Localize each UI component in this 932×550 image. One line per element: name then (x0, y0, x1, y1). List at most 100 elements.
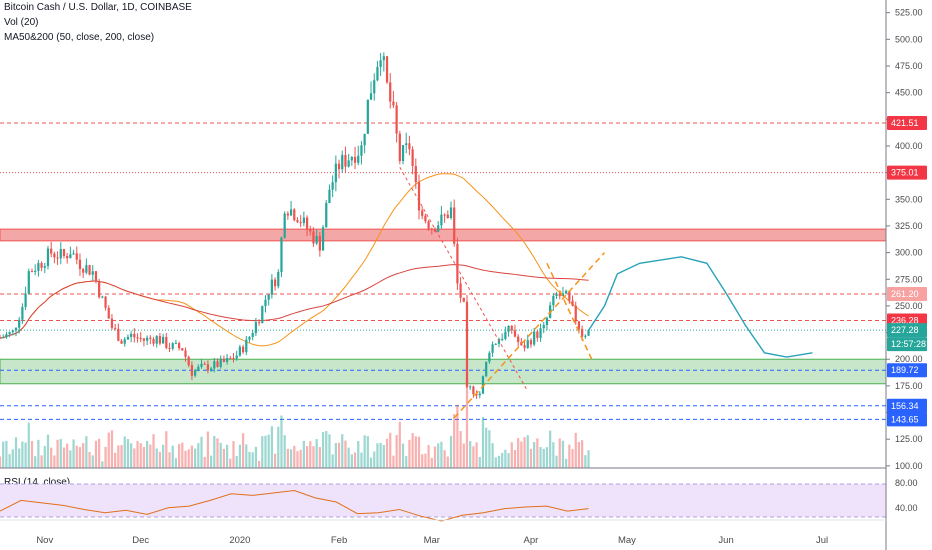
volume-bar (187, 449, 190, 468)
volume-bar (504, 449, 507, 468)
volume-bar (501, 452, 504, 468)
candle (59, 249, 62, 259)
candle (120, 340, 123, 344)
candle (53, 253, 56, 258)
volume-bar (405, 456, 408, 468)
candle (123, 339, 126, 344)
volume-bar (158, 451, 162, 468)
candle (235, 355, 238, 359)
volume-bar (315, 439, 318, 468)
volume-bar (209, 455, 213, 468)
candle (254, 322, 258, 334)
volume-bar (395, 435, 398, 468)
candle (219, 358, 222, 367)
volume-bar (421, 454, 424, 468)
volume-bar (571, 449, 574, 468)
candle (72, 253, 75, 255)
candle (133, 333, 136, 338)
volume-bar (245, 444, 248, 468)
volume-bar (347, 447, 350, 468)
volume-bar (94, 440, 98, 468)
candle (146, 337, 149, 341)
candle (577, 321, 581, 329)
candle (469, 386, 472, 388)
volume-bar (59, 439, 62, 468)
volume-bar (312, 446, 315, 468)
volume-bar (389, 432, 392, 468)
volume-bar (577, 442, 581, 468)
candle (34, 270, 37, 272)
volume-bar (581, 440, 584, 468)
candle (158, 336, 162, 344)
price-tick-label: 275.00 (895, 274, 923, 284)
price-tick-label: 525.00 (895, 8, 923, 18)
candle (385, 56, 389, 83)
volume-bar (369, 457, 373, 468)
volume-bar (373, 451, 376, 468)
candle (257, 322, 261, 324)
candle (446, 214, 449, 219)
volume-bar (517, 438, 520, 468)
candle (552, 295, 555, 306)
candle (149, 337, 152, 339)
candle (277, 271, 280, 287)
volume-bar (149, 444, 152, 468)
volume-bar (558, 438, 561, 468)
volume-bar (379, 442, 382, 468)
volume-bar (328, 434, 331, 468)
candle (437, 225, 440, 232)
candle (136, 337, 139, 339)
tag-last-price-text: 227.28 (891, 325, 919, 335)
volume-bar (309, 441, 312, 468)
candle (405, 143, 408, 146)
volume-bar (302, 440, 305, 468)
candle (360, 145, 363, 156)
price-tick-label: 250.00 (895, 301, 923, 311)
volume-bar (475, 442, 478, 468)
candle (318, 235, 321, 251)
tag-resistance-3 (887, 286, 927, 301)
volume-bar (130, 443, 133, 468)
candle (110, 318, 114, 328)
volume-bar (587, 450, 590, 468)
volume-bar (66, 443, 69, 468)
candle (24, 293, 27, 307)
volume-bar (107, 432, 110, 468)
candle (357, 155, 360, 163)
tag-resistance-1-text: 421.51 (891, 118, 919, 128)
candle (126, 336, 130, 340)
time-tick-label: Jun (718, 535, 733, 546)
candle (529, 340, 533, 345)
candle (481, 376, 485, 394)
volume-bar (142, 446, 146, 468)
candle (104, 296, 107, 308)
candle (401, 145, 405, 162)
candle (449, 207, 453, 219)
candle (440, 214, 443, 226)
candle (398, 133, 401, 162)
time-tick-label: Apr (524, 535, 539, 546)
candle (542, 325, 545, 329)
volume-bar (43, 446, 46, 468)
volume-bar (286, 448, 289, 468)
volume-bar (53, 455, 56, 468)
tag-countdown-text: 12:57:28 (891, 339, 926, 349)
volume-bar (344, 440, 347, 468)
candle (427, 221, 430, 229)
volume-bar (520, 441, 523, 468)
candle (475, 394, 478, 396)
candle (165, 336, 168, 348)
candle (155, 336, 158, 344)
volume-bar (529, 448, 533, 468)
volume-bar (264, 435, 267, 468)
volume-bar (360, 452, 363, 468)
volume-bar (513, 449, 517, 468)
candle (443, 214, 446, 216)
volume-bar (136, 441, 139, 468)
volume-bar (545, 447, 549, 468)
volume-bar (257, 460, 261, 468)
candle (216, 361, 219, 367)
candle (561, 293, 565, 297)
volume-bar (568, 444, 571, 468)
